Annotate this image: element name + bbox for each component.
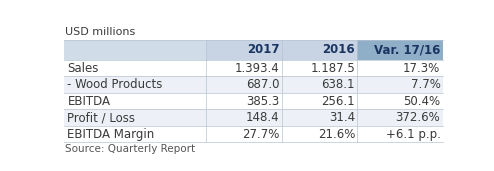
Text: USD millions: USD millions <box>65 27 135 37</box>
Bar <box>64 93 206 109</box>
Bar <box>64 60 206 76</box>
Bar <box>282 60 357 76</box>
Text: - Wood Products: - Wood Products <box>68 78 163 91</box>
Text: 2016: 2016 <box>323 43 355 56</box>
Bar <box>357 60 443 76</box>
Bar <box>357 126 443 142</box>
Text: EBITDA Margin: EBITDA Margin <box>68 128 155 141</box>
Bar <box>64 109 206 126</box>
Text: 256.1: 256.1 <box>322 95 355 108</box>
Text: 50.4%: 50.4% <box>403 95 440 108</box>
Text: 148.4: 148.4 <box>246 111 279 124</box>
Bar <box>282 126 357 142</box>
Text: Sales: Sales <box>68 62 99 75</box>
Text: 17.3%: 17.3% <box>403 62 440 75</box>
Bar <box>64 126 206 142</box>
Bar <box>206 60 282 76</box>
Bar <box>206 93 282 109</box>
Text: Var. 17/16: Var. 17/16 <box>374 43 440 56</box>
Text: Source: Quarterly Report: Source: Quarterly Report <box>65 144 195 154</box>
Bar <box>357 109 443 126</box>
Bar <box>357 40 443 60</box>
Text: 2017: 2017 <box>247 43 279 56</box>
Text: 372.6%: 372.6% <box>396 111 440 124</box>
Text: 1.187.5: 1.187.5 <box>310 62 355 75</box>
Bar <box>282 76 357 93</box>
Bar <box>206 76 282 93</box>
Text: 687.0: 687.0 <box>246 78 279 91</box>
Text: 385.3: 385.3 <box>246 95 279 108</box>
Text: 1.393.4: 1.393.4 <box>235 62 279 75</box>
Text: Profit / Loss: Profit / Loss <box>68 111 135 124</box>
Bar <box>64 76 206 93</box>
Text: EBITDA: EBITDA <box>68 95 111 108</box>
Text: 7.7%: 7.7% <box>411 78 440 91</box>
Text: 638.1: 638.1 <box>322 78 355 91</box>
Bar <box>206 126 282 142</box>
Bar <box>282 109 357 126</box>
Text: +6.1 p.p.: +6.1 p.p. <box>385 128 440 141</box>
Bar <box>64 40 206 60</box>
Bar <box>357 76 443 93</box>
Text: 31.4: 31.4 <box>329 111 355 124</box>
Text: 27.7%: 27.7% <box>242 128 279 141</box>
Bar <box>357 93 443 109</box>
Bar <box>282 40 357 60</box>
Bar <box>206 109 282 126</box>
Text: 21.6%: 21.6% <box>318 128 355 141</box>
Bar <box>206 40 282 60</box>
Bar <box>282 93 357 109</box>
